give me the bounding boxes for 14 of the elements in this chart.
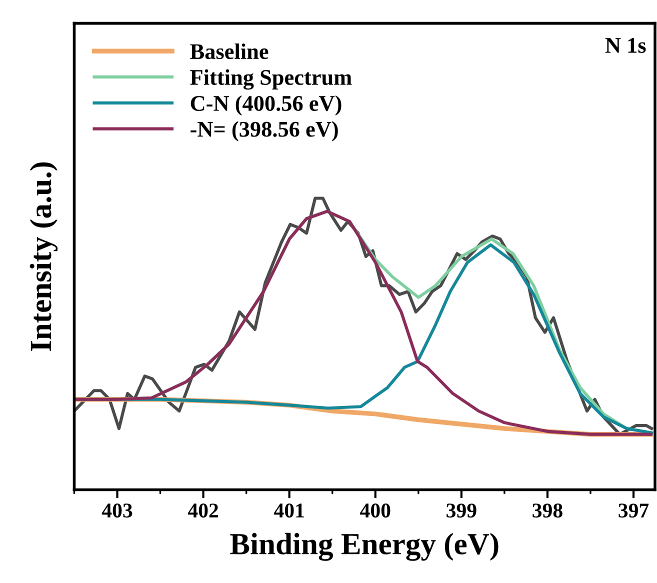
x-axis-title: Binding Energy (eV) bbox=[230, 532, 498, 561]
legend-label: C-N (400.56 eV) bbox=[190, 95, 342, 116]
y-axis-title: Intensity (a.u.) bbox=[30, 162, 58, 351]
x-tick-label: 398 bbox=[532, 504, 562, 518]
legend-label: Fitting Spectrum bbox=[190, 69, 352, 90]
legend-label: Baseline bbox=[190, 43, 268, 60]
text: N 1s bbox=[605, 38, 646, 53]
x-tick-label: 403 bbox=[102, 504, 132, 518]
legend-label: -N= (398.56 eV) bbox=[190, 121, 338, 142]
x-tick-label: 399 bbox=[446, 504, 476, 518]
x-tick-label: 397 bbox=[618, 504, 649, 518]
x-tick-label: 402 bbox=[188, 504, 218, 518]
x-tick-label: 401 bbox=[274, 504, 304, 518]
x-tick-label: 400 bbox=[360, 504, 390, 518]
